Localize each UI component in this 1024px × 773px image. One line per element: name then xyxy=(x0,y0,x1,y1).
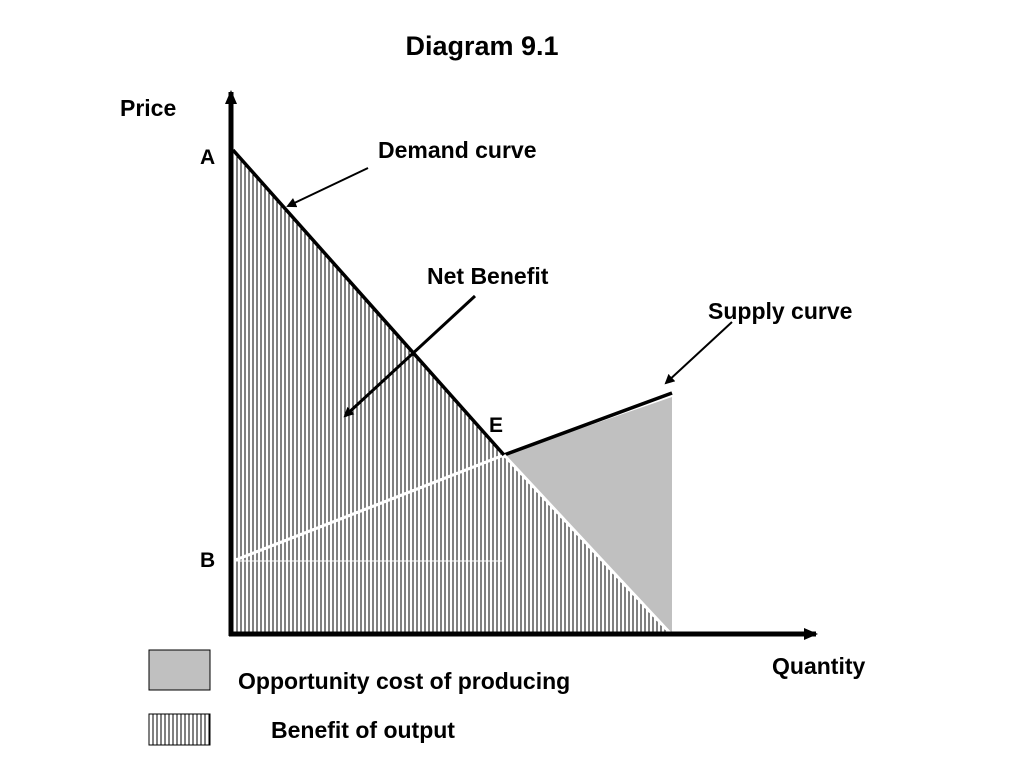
supply-curve-label: Supply curve xyxy=(708,298,852,324)
demand-curve xyxy=(231,148,506,457)
benefit-swatch xyxy=(148,713,211,746)
supply-pointer-arrow xyxy=(664,321,733,385)
point-e-label: E xyxy=(489,414,503,437)
demand-pointer-arrow xyxy=(286,167,369,208)
benefit-of-output-region xyxy=(233,150,670,633)
diagram-title: Diagram 9.1 xyxy=(405,31,558,61)
y-axis-label: Price xyxy=(120,95,176,121)
benefit-legend-label: Benefit of output xyxy=(271,717,455,743)
demand-curve-label: Demand curve xyxy=(378,137,537,163)
opportunity-cost-swatch xyxy=(148,649,211,691)
opportunity-cost-legend-label: Opportunity cost of producing xyxy=(238,668,570,694)
x-axis-label: Quantity xyxy=(772,653,865,679)
demand-curve-lower xyxy=(502,453,672,635)
net-benefit-pointer-arrow xyxy=(343,294,477,418)
supply-curve-lower xyxy=(232,453,505,563)
opportunity-cost-region xyxy=(504,397,672,633)
net-benefit-label: Net Benefit xyxy=(427,263,549,289)
point-b-label: B xyxy=(200,549,215,572)
point-a-label: A xyxy=(200,146,215,169)
supply-curve xyxy=(503,391,673,457)
